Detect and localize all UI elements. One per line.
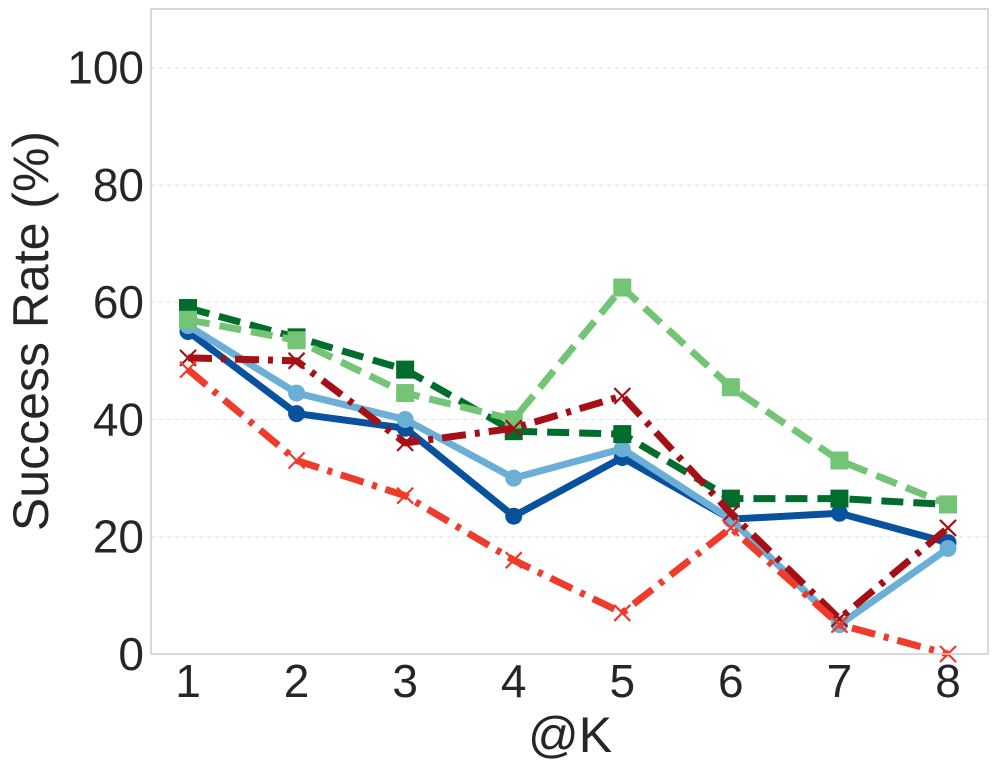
x-tick-label: 6 — [718, 655, 744, 707]
data-point — [613, 425, 632, 444]
data-point — [830, 610, 849, 628]
data-point — [504, 551, 523, 569]
data-point — [396, 384, 415, 403]
y-axis-label: Success Rate (%) — [3, 131, 59, 531]
data-point — [505, 507, 523, 525]
series-4 — [179, 278, 957, 514]
x-tick-label: 5 — [609, 655, 635, 707]
x-tick-label: 7 — [827, 655, 853, 707]
data-point — [396, 360, 415, 379]
series-line — [187, 284, 950, 508]
data-point — [830, 451, 849, 470]
y-tick-label: 0 — [118, 628, 144, 680]
data-point — [939, 495, 957, 514]
x-tick-label: 3 — [392, 655, 418, 707]
series-line — [186, 322, 951, 629]
y-tick-label: 20 — [93, 511, 144, 563]
data-point — [287, 451, 306, 470]
data-point — [287, 352, 306, 370]
data-point — [504, 419, 523, 438]
y-tick-label: 80 — [93, 159, 144, 211]
x-tick-label: 1 — [175, 655, 201, 707]
data-point — [179, 310, 197, 329]
data-point — [721, 378, 740, 397]
data-point — [287, 331, 306, 350]
data-point — [613, 440, 631, 458]
series-layer — [179, 278, 957, 663]
data-point — [396, 410, 414, 428]
data-point — [288, 405, 306, 423]
x-axis-label: @K — [528, 707, 612, 763]
series-line — [185, 328, 949, 546]
data-point — [722, 504, 740, 523]
y-tick-label: 40 — [93, 393, 144, 445]
data-point — [613, 604, 632, 622]
y-tick-label: 100 — [67, 42, 144, 94]
y-tick-label: 60 — [93, 276, 144, 328]
x-tick-label: 8 — [935, 655, 961, 707]
data-point — [939, 519, 957, 537]
data-point — [179, 360, 197, 379]
data-point — [288, 384, 306, 402]
tick-labels: 0 20 40 60 80 100 1 2 3 4 5 6 7 8 — [67, 42, 961, 707]
plot-frame — [150, 8, 989, 655]
data-point — [830, 489, 849, 508]
data-point — [396, 486, 414, 505]
data-point — [721, 489, 740, 508]
series-line — [187, 354, 951, 623]
data-point — [505, 469, 523, 487]
series-line — [185, 366, 949, 658]
data-point — [830, 504, 848, 522]
data-point — [722, 519, 740, 537]
data-point — [830, 615, 849, 634]
series-line — [187, 304, 949, 508]
data-point — [613, 387, 632, 405]
x-tick-label: 4 — [501, 655, 527, 707]
data-point — [613, 278, 632, 297]
data-point — [939, 539, 957, 557]
x-tick-label: 2 — [284, 655, 310, 707]
data-point — [396, 434, 414, 452]
